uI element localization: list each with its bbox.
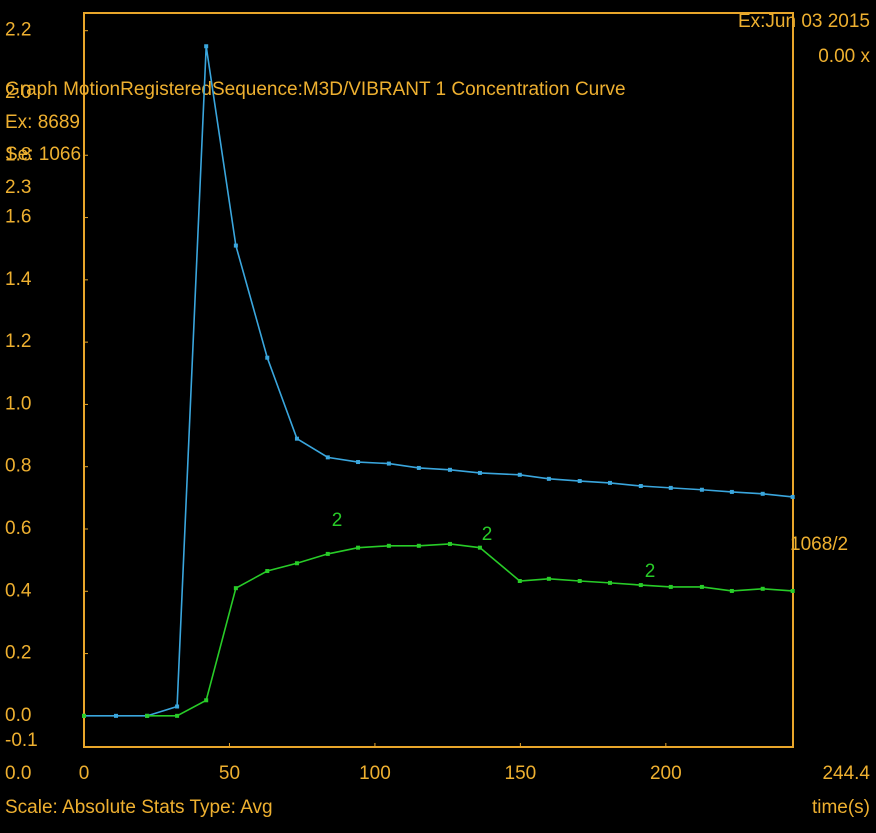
data-point (577, 579, 582, 584)
data-point (477, 545, 482, 550)
footer-text: Scale: Absolute Stats Type: Avg (5, 797, 273, 818)
data-point (729, 588, 734, 593)
y-tick-label: 0.4 (5, 580, 32, 601)
x-tick-label: 150 (505, 763, 537, 784)
y-tick-label: 0.8 (5, 456, 31, 477)
plot-frame (83, 12, 794, 748)
data-point (233, 586, 238, 591)
x-tick-label: 200 (650, 763, 682, 784)
info-text: Se: 1066 (5, 144, 81, 165)
data-point (82, 713, 86, 718)
data-point (356, 545, 361, 550)
data-point (760, 491, 765, 496)
data-point (325, 551, 330, 556)
data-point (416, 543, 421, 548)
data-point (204, 44, 209, 49)
x-axis-label: time(s) (812, 797, 870, 818)
x-tick-label: 0 (79, 763, 90, 784)
y-tick-label: 1.2 (5, 331, 31, 352)
data-point (356, 460, 361, 465)
data-point (477, 470, 482, 475)
y-tick-label: 1.6 (5, 207, 31, 228)
x-tick-label: 100 (359, 763, 391, 784)
data-point (729, 489, 734, 494)
curve-label: 2 (645, 561, 656, 582)
y-tick-label: 1.0 (5, 393, 31, 414)
data-point (517, 579, 522, 584)
data-point (607, 580, 612, 585)
info-text: Ex: 8689 (5, 112, 80, 133)
x-range-label: 244.4 (822, 763, 870, 784)
x-range-label: 0.0 (5, 763, 31, 784)
data-point (638, 484, 643, 489)
data-point (325, 455, 330, 460)
data-point (760, 586, 765, 591)
y-tick-label: 1.4 (5, 269, 32, 290)
curve-label: 2 (332, 510, 343, 531)
y-tick-label: 0.0 (5, 705, 31, 726)
data-point (233, 243, 238, 248)
data-point (204, 698, 209, 703)
data-point (447, 467, 452, 472)
data-point (607, 480, 612, 485)
y-range-label: 2.3 (5, 177, 31, 198)
curve-label: 2 (482, 524, 493, 545)
y-tick-label: 2.0 (5, 82, 31, 103)
data-point (517, 472, 522, 477)
data-point (790, 494, 795, 499)
y-tick-label: 0.6 (5, 518, 31, 539)
data-point (386, 543, 391, 548)
data-point (790, 588, 795, 593)
data-point (294, 561, 299, 566)
y-tick-label: 1.8 (5, 144, 31, 165)
data-point (175, 704, 180, 709)
data-point (699, 487, 704, 492)
y-range-label: -0.1 (5, 730, 38, 751)
data-point (416, 465, 421, 470)
data-point (265, 569, 270, 574)
data-point (175, 713, 180, 718)
data-point (294, 436, 299, 441)
data-point (145, 713, 150, 718)
header-text: 0.00 x (818, 46, 870, 67)
data-point (638, 583, 643, 588)
data-point (668, 584, 673, 589)
chart-title: Graph MotionRegisteredSequence:M3D/VIBRA… (5, 79, 626, 100)
y-tick-label: 2.2 (5, 20, 31, 41)
series-line (147, 543, 793, 717)
series-line (84, 46, 793, 717)
data-point (577, 479, 582, 484)
y-tick-label: 0.2 (5, 643, 31, 664)
header-text: Ex:Jun 03 2015 (738, 11, 870, 32)
data-point (546, 576, 551, 581)
data-point (668, 485, 673, 490)
data-point (699, 584, 704, 589)
data-point (546, 476, 551, 481)
data-point (265, 355, 270, 360)
data-point (386, 461, 391, 466)
data-point (447, 541, 452, 546)
x-tick-label: 50 (219, 763, 240, 784)
side-label: 1068/2 (790, 534, 848, 555)
data-point (114, 713, 119, 718)
